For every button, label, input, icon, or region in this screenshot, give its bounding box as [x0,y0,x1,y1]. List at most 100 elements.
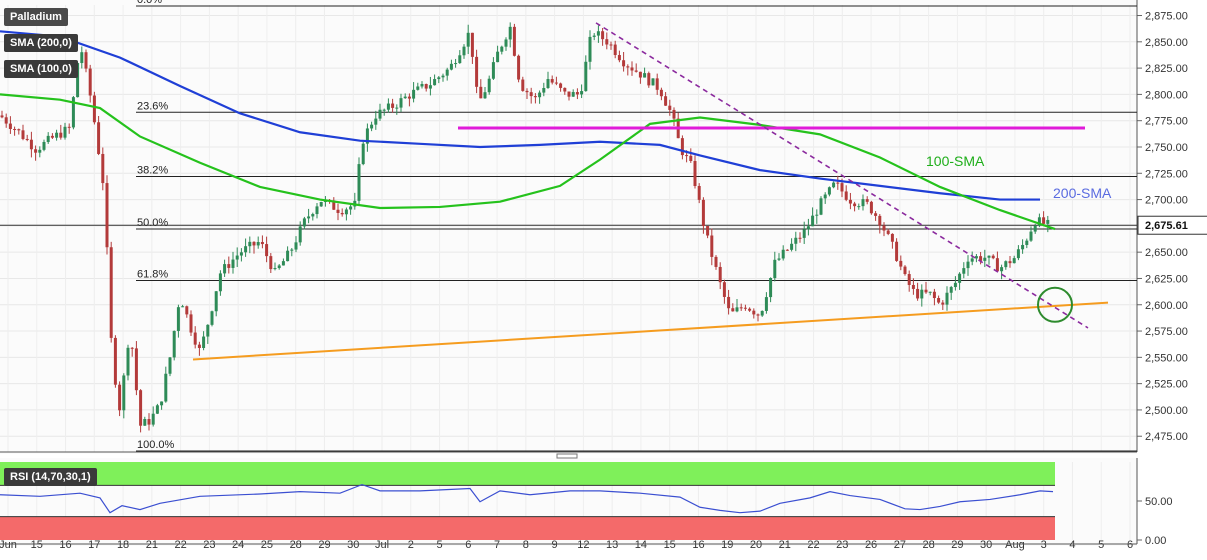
candle-body [559,83,563,88]
rsi-label: RSI (14,70,30,1) [4,468,97,486]
candle-body [836,182,840,184]
candle-body [302,218,306,227]
x-tick-label: 7 [494,539,500,551]
support-trendline [192,301,1109,361]
candle-body [504,39,508,47]
sma100-annotation: 100-SMA [926,153,985,169]
candle-body [84,52,88,69]
rsi-line [0,483,1054,514]
candle-body [437,77,441,80]
candle-body [1025,240,1029,245]
candle-body [580,91,584,95]
x-tick-label: 22 [174,539,186,551]
candle-body [466,32,470,47]
candle-body [365,128,369,144]
candle-body [756,314,760,316]
y-tick-label: 2,750.00 [1145,142,1188,154]
y-tick-label: 2,500.00 [1145,405,1188,417]
candle-body [622,60,626,67]
candle-body [130,347,134,349]
y-tick-label: 2,875.00 [1145,11,1188,23]
candle-body [17,129,21,131]
x-tick-label: 24 [232,539,244,551]
candle-body [643,73,647,78]
candle-body [1004,261,1008,268]
candle-body [55,132,59,138]
y-tick-label: 2,525.00 [1145,379,1188,391]
candle-body [626,66,630,68]
candle-body [584,61,588,92]
candle-body [958,273,962,283]
candle-body [496,51,500,63]
candle-body [491,62,495,79]
candle-body [806,226,810,230]
candle-body [706,225,710,236]
y-tick-label: 2,725.00 [1145,168,1188,180]
candle-body [113,337,117,385]
candle-body [920,289,924,299]
candle-body [727,296,731,309]
candle-body [382,109,386,111]
x-tick-label: 6 [465,539,471,551]
sma100-line [0,93,1056,231]
candle-body [298,226,302,243]
candle-body [601,31,605,40]
x-tick-label: 19 [721,539,733,551]
candle-body [13,128,17,130]
candle-body [139,390,143,426]
x-tick-label: 3 [1041,539,1047,551]
x-tick-label: 29 [951,539,963,551]
candle-body [722,282,726,297]
candle-body [281,261,285,266]
x-tick-label: 30 [347,539,359,551]
candle-body [265,244,269,257]
candle-body [71,97,75,128]
candle-body [567,91,571,97]
sma200-label: SMA (200,0) [4,34,78,52]
x-tick-label: Aug [1005,539,1025,551]
candle-body [1008,261,1012,264]
candle-body [378,109,382,119]
y-tick-label: 2,800.00 [1145,89,1188,101]
candle-body [895,241,899,261]
candle-body [794,237,798,244]
fib-level-label: 100.0% [137,439,175,451]
candle-body [80,52,84,64]
candle-body [441,75,445,78]
candle-body [878,215,882,226]
price-panel-bg [0,0,1137,454]
x-tick-label: 25 [261,539,273,551]
candle-body [815,214,819,216]
candle-body [575,92,579,95]
candle-body [983,257,987,261]
candle-body [88,68,92,96]
candle-body [886,230,890,234]
sma200-annotation: 200-SMA [1053,185,1112,201]
y-tick-label: 2,475.00 [1145,431,1188,443]
candle-body [428,85,432,89]
candle-body [685,155,689,157]
candle-body [693,160,697,187]
x-tick-label: 21 [779,539,791,551]
candle-body [214,291,218,312]
candle-body [953,282,957,288]
candle-body [63,126,67,138]
candle-body [664,96,668,106]
fib-level-label: 61.8% [137,269,168,281]
y-tick-label: 2,575.00 [1145,326,1188,338]
candle-body [848,199,852,204]
candle-body [928,291,932,293]
candle-body [819,198,823,215]
candle-body [882,225,886,231]
x-tick-label: 23 [836,539,848,551]
candle-body [861,199,865,207]
candle-body [512,26,516,56]
panel-splitter-handle[interactable] [556,453,578,459]
breakout-circle [1037,286,1073,323]
candle-body [903,266,907,275]
candle-body [260,242,264,245]
candle-body [571,92,575,97]
candle-body [454,63,458,65]
